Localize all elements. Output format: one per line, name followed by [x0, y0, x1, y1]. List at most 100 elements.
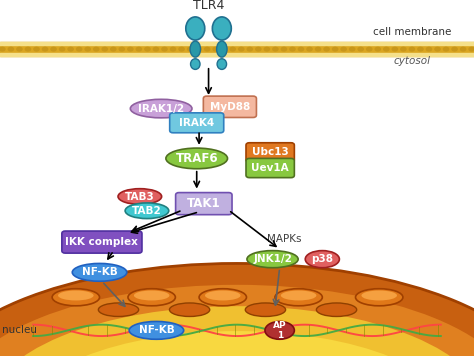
Circle shape — [8, 47, 14, 52]
Circle shape — [33, 47, 40, 52]
Text: nucleu: nucleu — [2, 325, 37, 335]
Circle shape — [460, 47, 466, 52]
Circle shape — [127, 47, 134, 52]
Ellipse shape — [316, 303, 356, 316]
Ellipse shape — [305, 251, 339, 268]
Ellipse shape — [190, 41, 201, 57]
Circle shape — [409, 47, 415, 52]
Ellipse shape — [281, 290, 316, 300]
FancyBboxPatch shape — [246, 143, 294, 162]
Circle shape — [16, 47, 23, 52]
Circle shape — [383, 47, 390, 52]
Circle shape — [144, 47, 151, 52]
Text: IRAK4: IRAK4 — [179, 118, 214, 128]
Ellipse shape — [134, 290, 170, 300]
Ellipse shape — [247, 251, 298, 268]
Ellipse shape — [128, 289, 175, 306]
Text: TAK1: TAK1 — [187, 197, 220, 210]
Text: TAB2: TAB2 — [132, 206, 162, 216]
Circle shape — [400, 47, 407, 52]
Text: NF-KB: NF-KB — [138, 325, 174, 335]
Circle shape — [101, 47, 108, 52]
Circle shape — [451, 47, 458, 52]
Circle shape — [212, 47, 219, 52]
Circle shape — [221, 47, 228, 52]
Circle shape — [204, 47, 210, 52]
Text: cytosol: cytosol — [394, 56, 431, 66]
Circle shape — [323, 47, 330, 52]
Ellipse shape — [191, 59, 200, 69]
Ellipse shape — [72, 263, 127, 281]
Circle shape — [178, 47, 185, 52]
Ellipse shape — [170, 303, 210, 316]
Circle shape — [264, 47, 270, 52]
Circle shape — [374, 47, 381, 52]
Ellipse shape — [52, 289, 100, 306]
Ellipse shape — [125, 203, 169, 219]
Ellipse shape — [217, 41, 227, 57]
Text: TRAF6: TRAF6 — [175, 152, 218, 165]
Ellipse shape — [362, 290, 397, 300]
FancyBboxPatch shape — [62, 231, 142, 253]
Ellipse shape — [217, 59, 227, 69]
Ellipse shape — [265, 321, 294, 339]
Ellipse shape — [98, 303, 138, 316]
Ellipse shape — [246, 303, 285, 316]
Circle shape — [76, 47, 82, 52]
Circle shape — [255, 47, 262, 52]
Ellipse shape — [186, 17, 205, 40]
Circle shape — [0, 47, 6, 52]
FancyBboxPatch shape — [170, 113, 224, 133]
Circle shape — [272, 47, 279, 52]
Text: p38: p38 — [311, 254, 333, 264]
Circle shape — [238, 47, 245, 52]
Text: MAPKs: MAPKs — [267, 234, 301, 244]
Circle shape — [289, 47, 296, 52]
Ellipse shape — [356, 289, 403, 306]
Ellipse shape — [0, 285, 474, 356]
Circle shape — [417, 47, 424, 52]
Ellipse shape — [212, 17, 231, 40]
Circle shape — [366, 47, 373, 52]
Circle shape — [229, 47, 236, 52]
Ellipse shape — [58, 290, 94, 300]
Circle shape — [187, 47, 193, 52]
Circle shape — [93, 47, 100, 52]
Text: NF-KB: NF-KB — [82, 267, 118, 277]
Text: TAB3: TAB3 — [125, 192, 155, 201]
Circle shape — [332, 47, 338, 52]
Circle shape — [42, 47, 48, 52]
Circle shape — [392, 47, 398, 52]
FancyBboxPatch shape — [175, 193, 232, 215]
Circle shape — [315, 47, 321, 52]
Text: MyD88: MyD88 — [210, 102, 250, 112]
Circle shape — [136, 47, 142, 52]
Circle shape — [298, 47, 304, 52]
Ellipse shape — [19, 331, 455, 356]
Circle shape — [340, 47, 347, 52]
Ellipse shape — [0, 306, 474, 356]
Circle shape — [118, 47, 125, 52]
Ellipse shape — [205, 290, 240, 300]
FancyBboxPatch shape — [246, 158, 294, 178]
Ellipse shape — [199, 289, 246, 306]
Circle shape — [426, 47, 432, 52]
Circle shape — [170, 47, 176, 52]
Text: TLR4: TLR4 — [193, 0, 224, 12]
Circle shape — [306, 47, 313, 52]
Text: Uev1A: Uev1A — [251, 163, 289, 173]
FancyBboxPatch shape — [203, 96, 256, 117]
Ellipse shape — [275, 289, 322, 306]
Circle shape — [246, 47, 253, 52]
Ellipse shape — [0, 263, 474, 356]
Circle shape — [153, 47, 159, 52]
Circle shape — [67, 47, 74, 52]
Ellipse shape — [118, 189, 162, 204]
Text: cell membrane: cell membrane — [373, 27, 452, 37]
Circle shape — [195, 47, 202, 52]
Circle shape — [281, 47, 287, 52]
Circle shape — [357, 47, 364, 52]
Text: IRAK1/2: IRAK1/2 — [138, 104, 184, 114]
Text: Ubc13: Ubc13 — [252, 147, 289, 157]
Text: JNK1/2: JNK1/2 — [253, 254, 292, 264]
